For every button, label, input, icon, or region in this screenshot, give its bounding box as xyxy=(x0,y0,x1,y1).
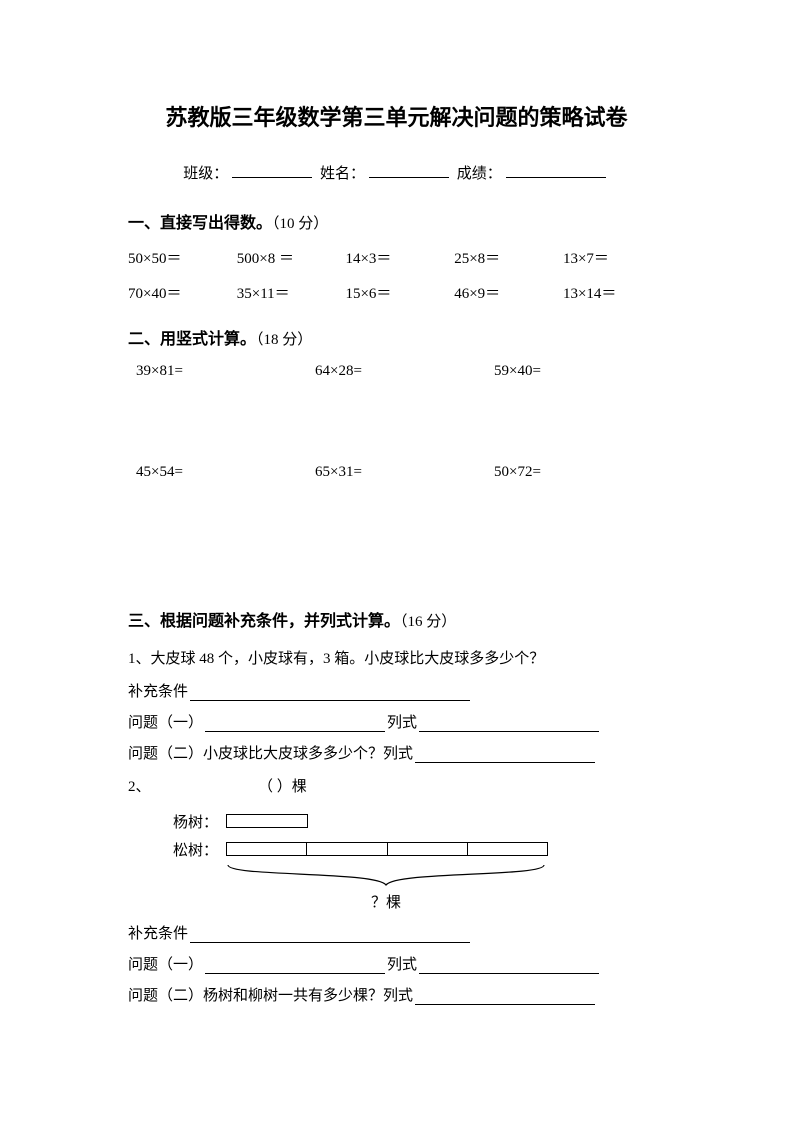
section3-points: （16 分） xyxy=(400,614,456,630)
s1-row1: 50×50＝ 500×8 ＝ 14×3＝ 25×8＝ 13×7＝ xyxy=(128,247,665,268)
qmark: ？棵 xyxy=(226,891,546,912)
score-blank xyxy=(506,162,606,178)
section2-heading: 二、用竖式计算。（18 分） xyxy=(128,325,665,349)
supp-label: 补充条件 xyxy=(128,680,188,701)
songshu-bar xyxy=(226,842,548,856)
songshu-row: 松树： xyxy=(128,835,665,863)
calc-item: 70×40＝ xyxy=(128,282,230,303)
workspace xyxy=(128,495,665,585)
calc-item: 59×40= xyxy=(486,363,665,380)
calc-item: 65×31= xyxy=(307,464,486,481)
q2-num: 2、 xyxy=(128,779,151,795)
bar-seg xyxy=(227,843,307,855)
calc-item: 50×72= xyxy=(486,464,665,481)
blank-line xyxy=(419,957,599,975)
formula-label: 列式 xyxy=(387,711,417,732)
calc-item: 13×14＝ xyxy=(563,282,665,303)
p1-label: 问题（一） xyxy=(128,711,203,732)
blank-line xyxy=(205,957,385,975)
s1-row2: 70×40＝ 35×11＝ 15×6＝ 46×9＝ 13×14＝ xyxy=(128,282,665,303)
student-info: 班级： 姓名： 成绩： xyxy=(128,162,665,183)
blank-line xyxy=(419,714,599,732)
calc-item: 39×81= xyxy=(128,363,307,380)
blank-line xyxy=(190,926,470,944)
page-title: 苏教版三年级数学第三单元解决问题的策略试卷 xyxy=(128,100,665,132)
blank-line xyxy=(415,988,595,1006)
q2-problem2: 问题（二）杨树和柳树一共有多少棵？列式 xyxy=(128,984,665,1005)
calc-item: 25×8＝ xyxy=(454,247,556,268)
p1-label: 问题（一） xyxy=(128,953,203,974)
q1-problem2: 问题（二）小皮球比大皮球多多少个？列式 xyxy=(128,742,665,763)
brace xyxy=(226,863,546,891)
page: 苏教版三年级数学第三单元解决问题的策略试卷 班级： 姓名： 成绩： 一、直接写出… xyxy=(0,0,793,1122)
bar-seg xyxy=(468,843,547,855)
name-blank xyxy=(369,162,449,178)
bar-seg xyxy=(307,843,387,855)
s2-row2: 45×54= 65×31= 50×72= xyxy=(128,464,665,481)
section1-points: （10 分） xyxy=(272,216,328,232)
ke-label: （ ）棵 xyxy=(258,779,307,795)
tree-diagram: 杨树： 松树： ？棵 xyxy=(128,807,665,912)
q2-prefix: 2、 （ ）棵 xyxy=(128,773,665,802)
calc-item: 35×11＝ xyxy=(237,282,339,303)
q1-supplement: 补充条件 xyxy=(128,680,665,701)
songshu-label: 松树： xyxy=(128,839,226,860)
blank-line xyxy=(415,745,595,763)
section3-heading: 三、根据问题补充条件，并列式计算。（16 分） xyxy=(128,607,665,631)
p2-label: 问题（二）杨树和柳树一共有多少棵？列式 xyxy=(128,984,413,1005)
bar-seg xyxy=(388,843,468,855)
yangshu-row: 杨树： xyxy=(128,807,665,835)
yangshu-label: 杨树： xyxy=(128,811,226,832)
calc-item: 50×50＝ xyxy=(128,247,230,268)
yangshu-bar xyxy=(226,814,308,828)
class-label: 班级： xyxy=(183,166,228,182)
section3-title: 三、根据问题补充条件，并列式计算。 xyxy=(128,613,400,630)
calc-item: 45×54= xyxy=(128,464,307,481)
blank-line xyxy=(205,714,385,732)
name-label: 姓名： xyxy=(320,166,365,182)
section1-heading: 一、直接写出得数。（10 分） xyxy=(128,209,665,233)
workspace xyxy=(128,394,665,464)
blank-line xyxy=(190,683,470,701)
class-blank xyxy=(232,162,312,178)
calc-item: 500×8 ＝ xyxy=(237,247,339,268)
calc-item: 64×28= xyxy=(307,363,486,380)
calc-item: 13×7＝ xyxy=(563,247,665,268)
calc-item: 46×9＝ xyxy=(454,282,556,303)
s2-row1: 39×81= 64×28= 59×40= xyxy=(128,363,665,380)
section2-points: （18 分） xyxy=(256,332,312,348)
brace-icon xyxy=(226,863,546,891)
calc-item: 14×3＝ xyxy=(345,247,447,268)
q2-supplement: 补充条件 xyxy=(128,922,665,943)
section2-title: 二、用竖式计算。 xyxy=(128,331,256,348)
p2-label: 问题（二）小皮球比大皮球多多少个？列式 xyxy=(128,742,413,763)
section1-title: 一、直接写出得数。 xyxy=(128,215,272,232)
q1-text: 1、大皮球 48 个，小皮球有，3 箱。小皮球比大皮球多多少个？ xyxy=(128,645,665,674)
q2-problem1: 问题（一） 列式 xyxy=(128,953,665,974)
calc-item: 15×6＝ xyxy=(345,282,447,303)
score-label: 成绩： xyxy=(457,166,502,182)
formula-label: 列式 xyxy=(387,953,417,974)
supp-label: 补充条件 xyxy=(128,922,188,943)
q1-problem1: 问题（一） 列式 xyxy=(128,711,665,732)
